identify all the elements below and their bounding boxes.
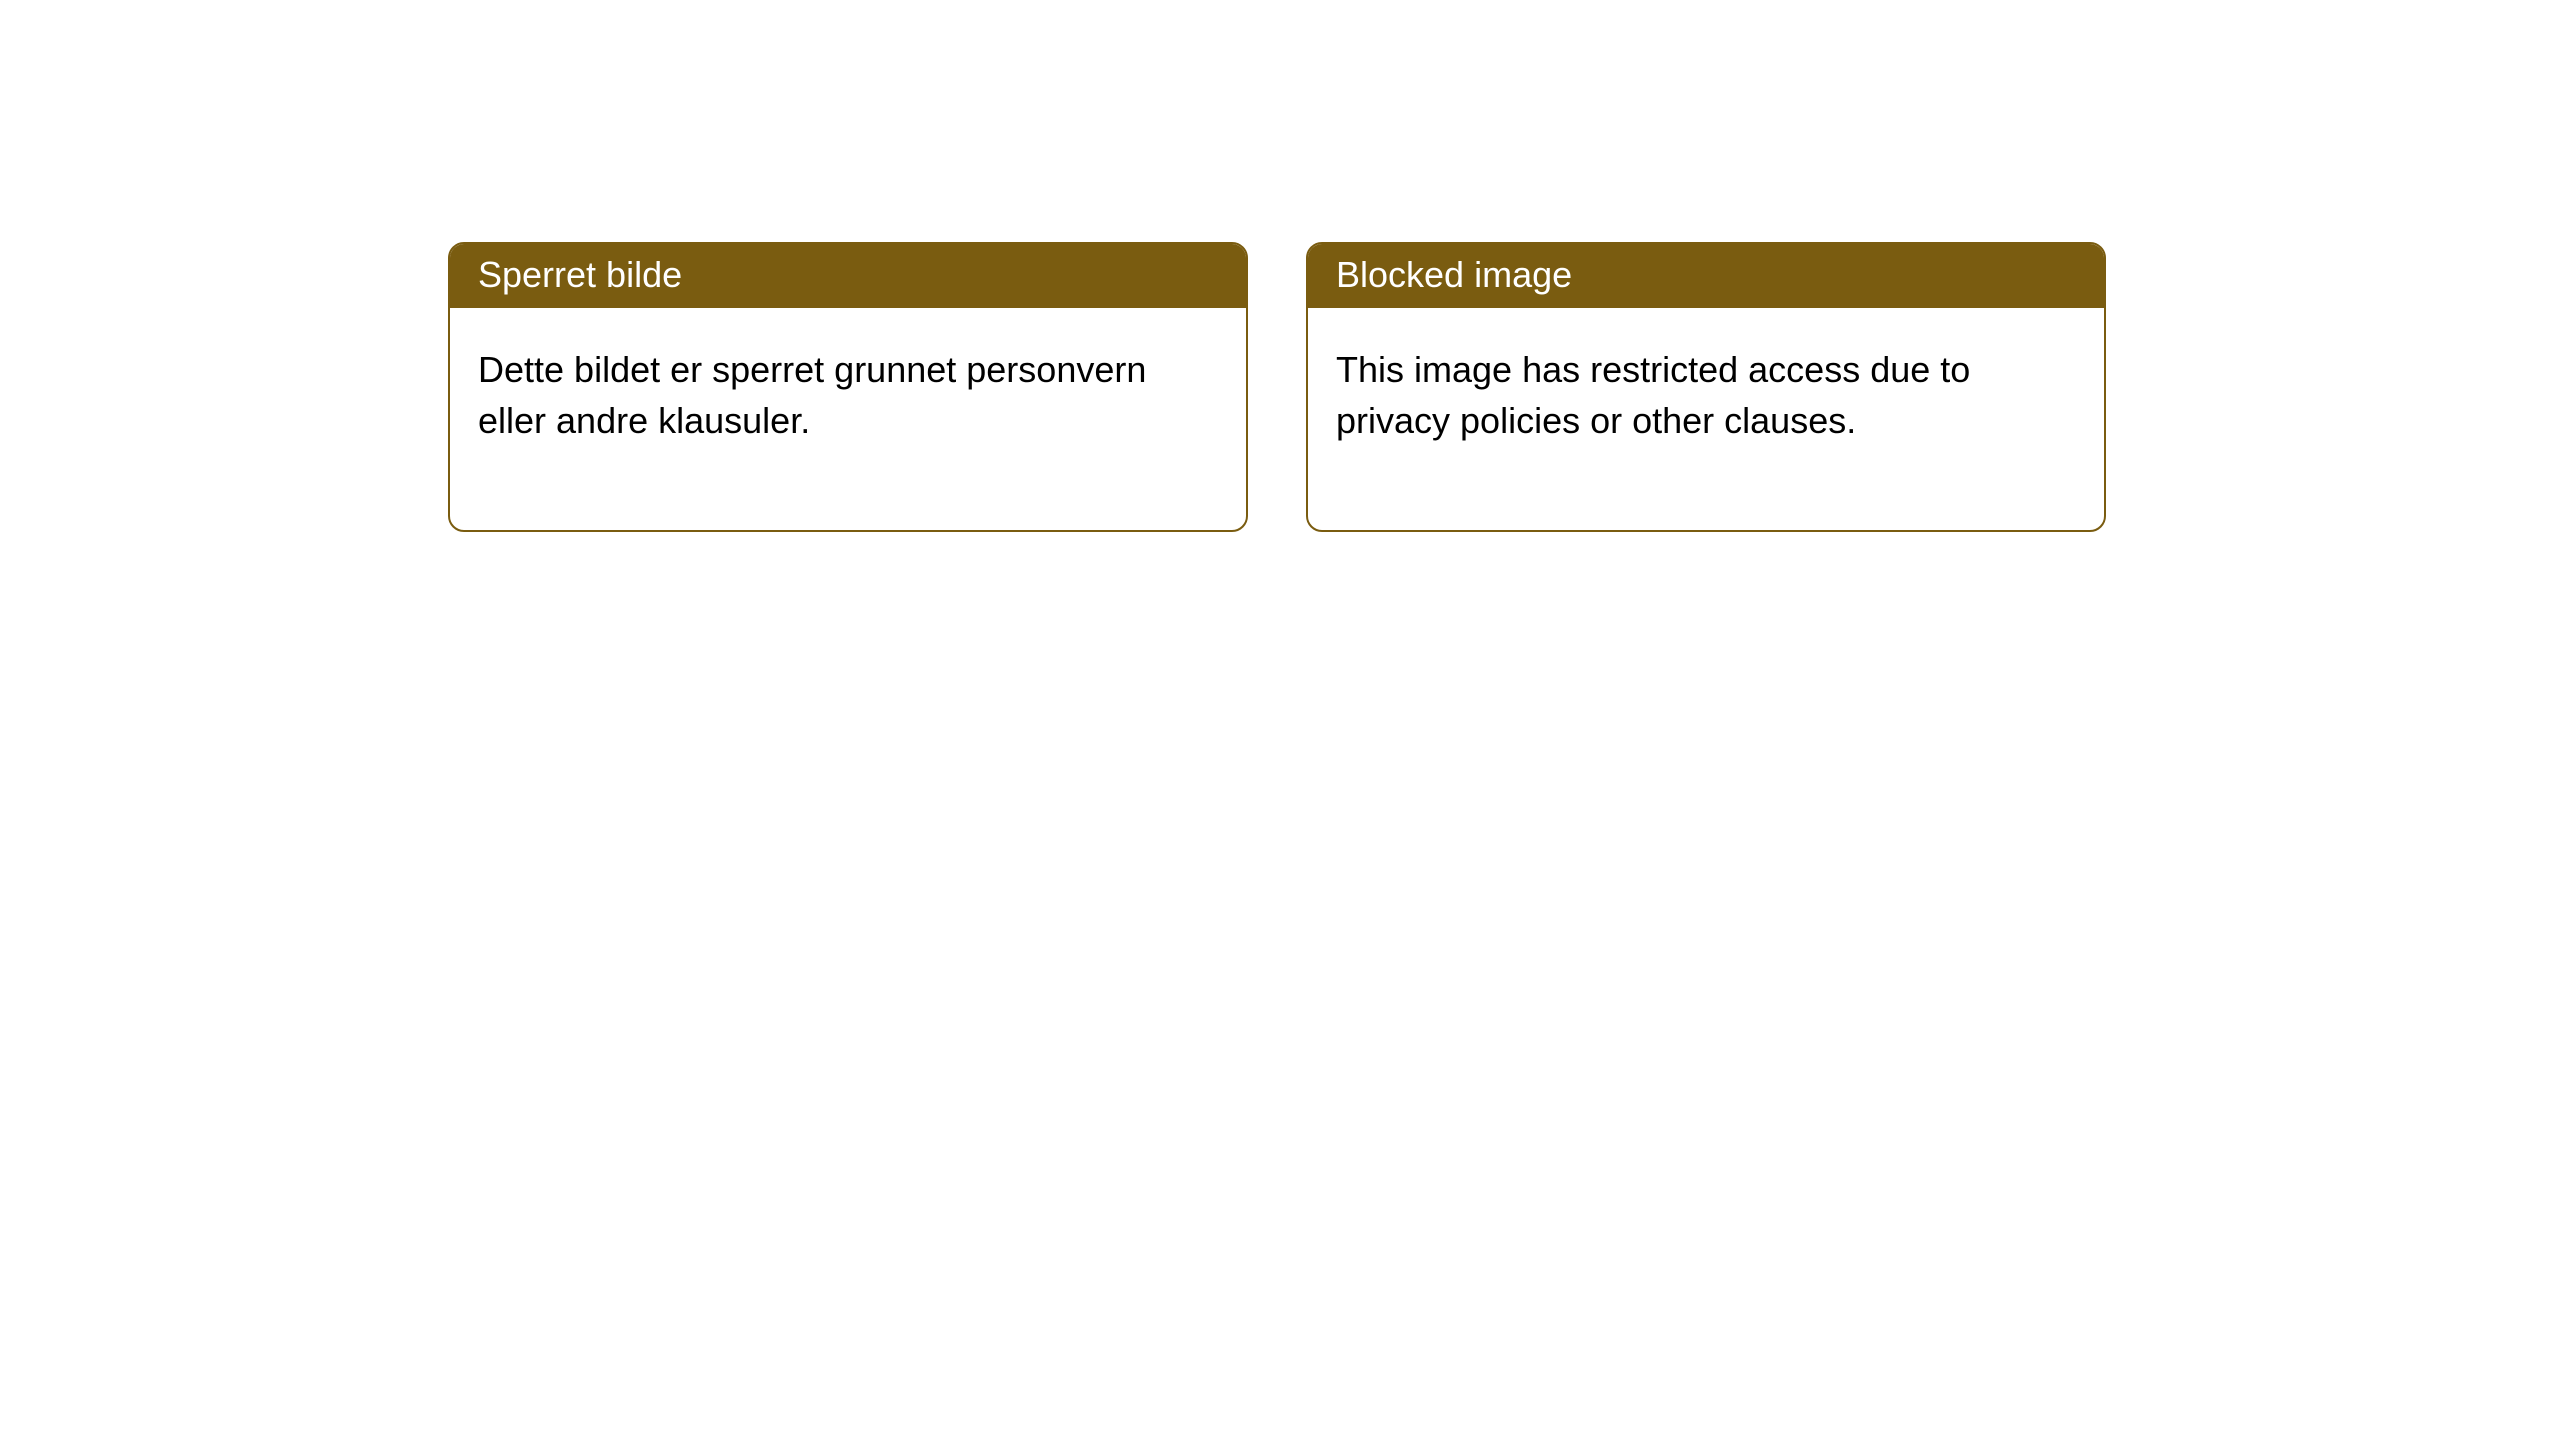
notice-card-english: Blocked image This image has restricted …	[1306, 242, 2106, 532]
notice-container: Sperret bilde Dette bildet er sperret gr…	[0, 0, 2560, 532]
notice-title: Blocked image	[1308, 244, 2104, 308]
notice-title: Sperret bilde	[450, 244, 1246, 308]
notice-body: This image has restricted access due to …	[1308, 308, 2104, 530]
notice-card-norwegian: Sperret bilde Dette bildet er sperret gr…	[448, 242, 1248, 532]
notice-body: Dette bildet er sperret grunnet personve…	[450, 308, 1246, 530]
